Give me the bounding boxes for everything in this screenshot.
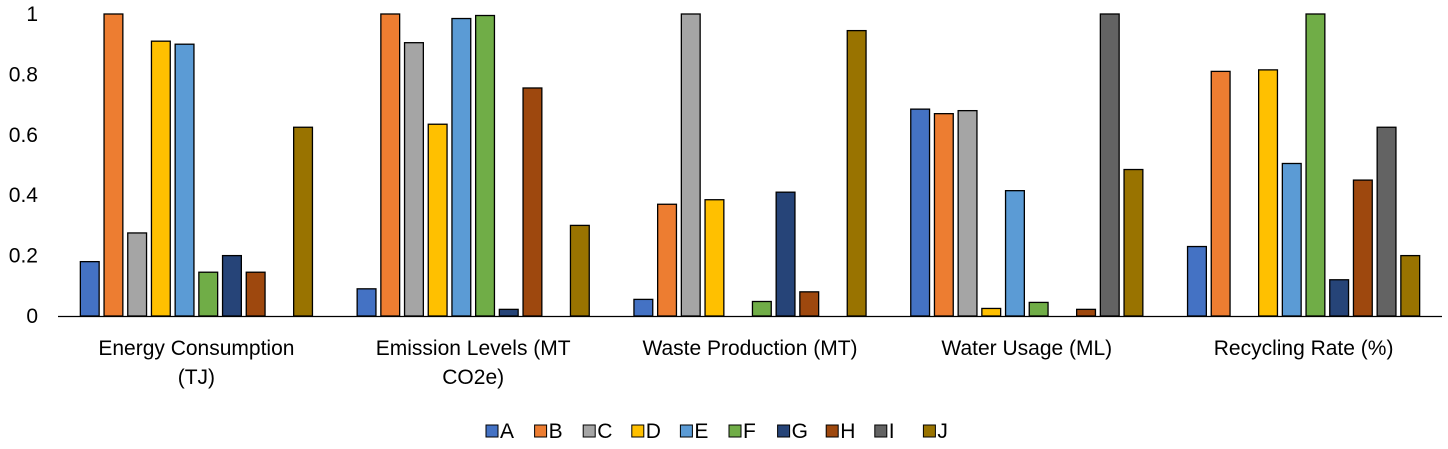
legend-label-c: C	[597, 420, 612, 443]
legend-label-j: J	[937, 420, 948, 443]
y-tick-label: 0.6	[9, 124, 38, 147]
bar-h-2	[799, 291, 820, 317]
bar-b-0	[103, 13, 124, 317]
legend-swatch-i	[874, 424, 888, 438]
legend: A B C D E F G H I J	[485, 420, 948, 443]
category-label: Energy Consumption	[98, 337, 294, 360]
bar-i-4	[1376, 126, 1397, 317]
legend-label-b: B	[549, 420, 563, 443]
bar-e-0	[174, 43, 195, 317]
bar-c-1	[403, 42, 424, 317]
legend-swatch-f	[728, 424, 742, 438]
y-tick-label: 0.8	[9, 63, 38, 86]
y-axis-tick-labels: 0 0.2 0.4 0.6 0.8 1	[9, 3, 39, 328]
bar-a-0	[79, 260, 100, 317]
legend-label-i: I	[889, 420, 895, 443]
bar-d-2	[704, 199, 725, 317]
category-label: Waste Production (MT)	[642, 337, 857, 360]
y-tick-label: 1	[26, 3, 38, 26]
bar-c-3	[957, 109, 978, 317]
bar-g-1	[498, 308, 519, 317]
category-label: CO2e)	[442, 366, 504, 389]
bar-a-2	[633, 298, 654, 317]
legend-swatch-d	[631, 424, 645, 438]
bar-f-2	[751, 300, 772, 317]
bar-i-3	[1099, 13, 1120, 317]
bar-h-1	[522, 87, 543, 317]
legend-label-d: D	[646, 420, 661, 443]
bar-e-4	[1281, 162, 1302, 317]
legend-swatch-b	[534, 424, 548, 438]
bar-b-3	[933, 113, 954, 317]
category-label: Recycling Rate (%)	[1214, 337, 1394, 360]
legend-label-h: H	[840, 420, 855, 443]
bar-b-2	[657, 203, 678, 317]
bar-j-4	[1400, 254, 1421, 317]
bar-f-1	[474, 14, 496, 317]
bar-h-3	[1076, 308, 1097, 317]
bars-group	[79, 13, 1421, 317]
bar-g-0	[221, 254, 243, 317]
bar-c-2	[680, 13, 701, 317]
bar-j-1	[569, 224, 590, 317]
y-tick-label: 0.4	[9, 184, 39, 207]
category-labels: Energy Consumption (TJ) Emission Levels (M…	[98, 337, 1393, 389]
bar-e-1	[451, 17, 472, 317]
bar-h-4	[1352, 179, 1373, 317]
y-tick-label: 0.2	[9, 245, 38, 268]
bar-j-3	[1123, 168, 1144, 317]
legend-swatch-h	[825, 424, 839, 438]
legend-label-a: A	[500, 420, 514, 443]
bar-d-4	[1258, 69, 1279, 317]
bar-g-4	[1329, 279, 1350, 317]
bar-f-0	[198, 271, 219, 317]
bar-j-0	[292, 126, 314, 317]
legend-swatch-a	[485, 424, 499, 438]
legend-label-f: F	[743, 420, 756, 443]
legend-swatch-g	[777, 424, 791, 438]
bar-d-1	[427, 123, 448, 317]
category-label: (TJ)	[178, 366, 215, 389]
bar-d-0	[150, 40, 171, 317]
bar-a-4	[1186, 245, 1208, 317]
bar-b-4	[1210, 70, 1231, 317]
bar-a-1	[356, 288, 377, 317]
y-tick-label: 0	[26, 305, 38, 328]
legend-swatch-j	[922, 424, 936, 438]
bar-h-0	[245, 271, 266, 317]
legend-label-g: G	[792, 420, 808, 443]
bar-f-3	[1028, 301, 1049, 317]
category-label: Emission Levels (MT	[376, 337, 571, 360]
bar-f-4	[1305, 13, 1326, 317]
bar-a-3	[910, 108, 931, 317]
category-label: Water Usage (ML)	[941, 337, 1112, 360]
bar-c-0	[127, 232, 148, 317]
bar-d-3	[981, 307, 1002, 317]
legend-swatch-e	[679, 424, 693, 438]
legend-swatch-c	[582, 424, 596, 438]
bar-j-2	[846, 29, 867, 317]
bar-e-3	[1004, 190, 1025, 317]
bar-g-2	[775, 191, 796, 317]
bar-b-1	[380, 13, 401, 317]
legend-label-e: E	[694, 420, 708, 443]
